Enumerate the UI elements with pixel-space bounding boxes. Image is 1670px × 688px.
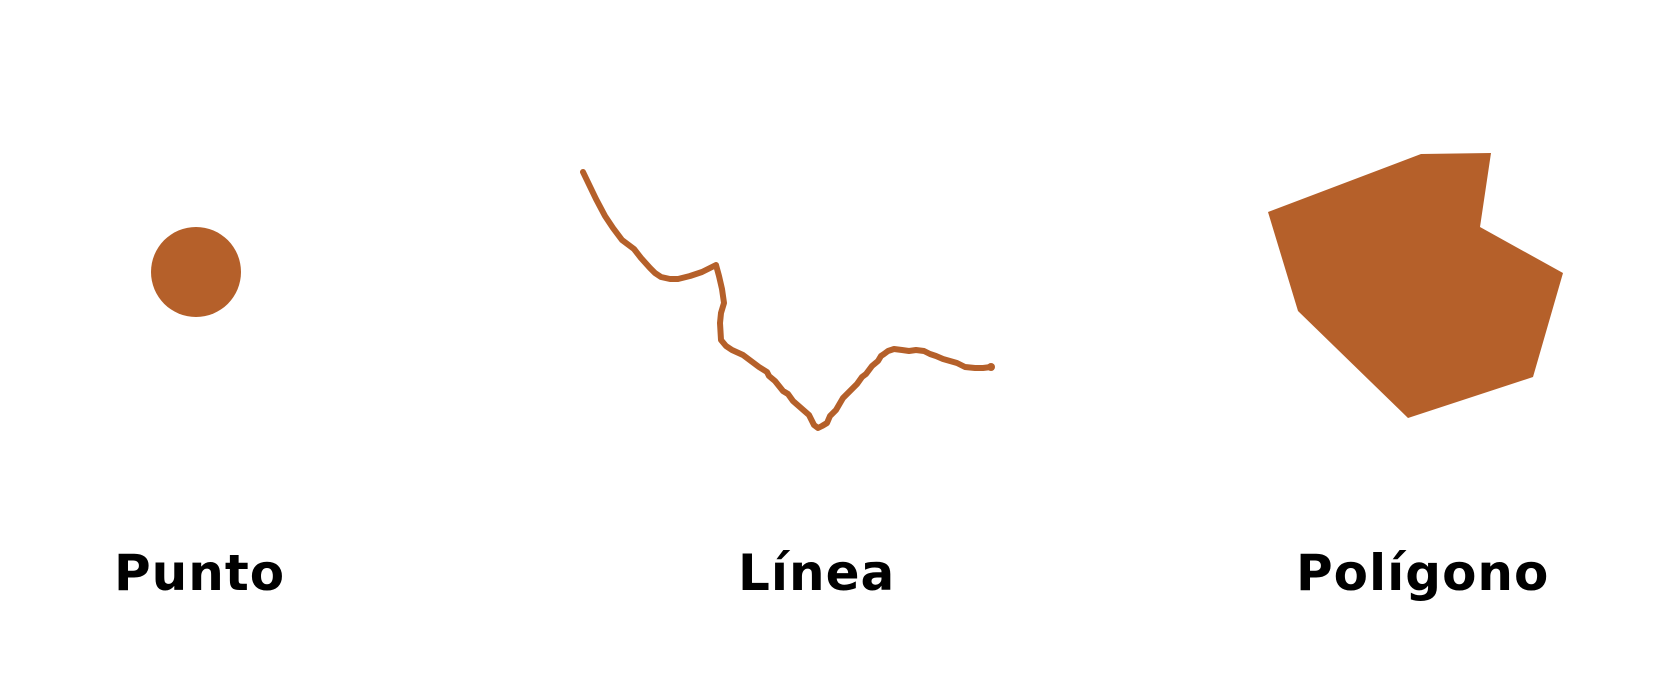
point-label: Punto <box>114 544 286 602</box>
line-end-node <box>987 363 995 371</box>
polygon-label: Polígono <box>1296 544 1550 602</box>
line-shape <box>580 169 994 431</box>
point-shape <box>151 227 241 317</box>
line-label: Línea <box>738 544 896 602</box>
polygon-shape <box>1268 153 1563 418</box>
